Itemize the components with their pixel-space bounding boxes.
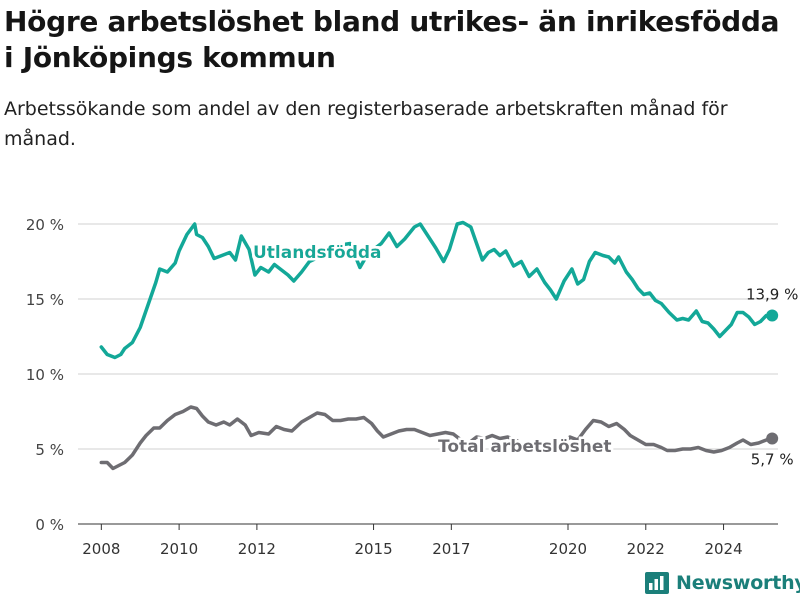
y-axis-tick-labels: 0 % 5 % 10 % 15 % 20 % — [26, 216, 64, 534]
series-lines — [99, 220, 779, 471]
x-tick-label: 2008 — [82, 540, 120, 558]
y-tick-label: 0 % — [35, 516, 64, 534]
series-line-utlandsfodda — [99, 220, 774, 360]
x-tick-label: 2010 — [160, 540, 198, 558]
series-end-point-utlandsfodda — [766, 309, 779, 322]
newsworthy-logo: Newsworthy — [644, 569, 800, 597]
x-tick-label: 2022 — [627, 540, 665, 558]
chart-subtitle: Arbetssökande som andel av den registerb… — [4, 98, 728, 150]
y-tick-label: 20 % — [26, 216, 64, 234]
series-line-total-arbetsloshet — [99, 405, 774, 471]
end-value-label-utlandsfodda: 13,9 % — [746, 286, 798, 304]
bar-chart-logo-icon — [645, 572, 669, 594]
y-tick-label: 15 % — [26, 291, 64, 309]
x-tick-label: 2017 — [432, 540, 470, 558]
y-tick-label: 5 % — [35, 441, 64, 459]
series-end-point-total-arbetsloshet — [766, 432, 779, 445]
series-label-total-arbetsloshet: Total arbetslöshet — [438, 437, 612, 457]
x-tick-label: 2012 — [238, 540, 276, 558]
logo-text: Newsworthy — [676, 572, 800, 594]
x-axis: 2008 2010 2012 2015 2017 2020 2022 2024 — [78, 523, 778, 558]
series-labels: Utlandsfödda Total arbetslöshet 13,9 % 5,7 … — [253, 243, 798, 469]
chart-title: Högre arbetslöshet bland utrikes- än inr… — [4, 5, 780, 74]
end-value-label-total: 5,7 % — [751, 451, 794, 469]
x-tick-label: 2015 — [354, 540, 392, 558]
y-tick-label: 10 % — [26, 366, 64, 384]
x-tick-label: 2020 — [549, 540, 587, 558]
grid-lines — [78, 223, 778, 525]
series-label-utlandsfodda: Utlandsfödda — [253, 243, 382, 263]
x-tick-label: 2024 — [704, 540, 742, 558]
